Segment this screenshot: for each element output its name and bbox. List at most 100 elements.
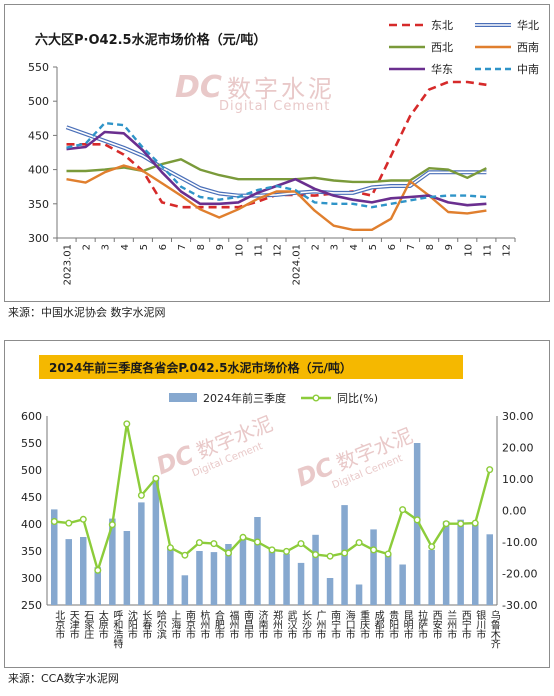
bar-26	[428, 549, 435, 605]
left-tick-label: 600	[21, 410, 42, 423]
x-category-label: 郑州市	[271, 609, 283, 640]
yoy-point-11	[210, 540, 218, 548]
x-category-label: 西宁市	[459, 610, 471, 640]
x-tick-label: 3	[330, 244, 341, 250]
yoy-point-4	[108, 521, 116, 529]
yoy-point-29	[471, 519, 479, 527]
x-category-label: 福州市	[227, 609, 239, 640]
yoy-point-1	[65, 519, 73, 527]
x-tick-label: 7	[177, 244, 188, 250]
bar-11	[210, 552, 218, 605]
left-tick-label: 500	[21, 464, 42, 477]
bar-12	[225, 544, 232, 605]
x-category-label: 长沙市	[300, 610, 312, 640]
x-category-label: 济南市	[256, 609, 268, 640]
x-tick-label: 6	[158, 244, 169, 250]
y-tick-label: 300	[28, 232, 49, 245]
x-tick-label: 7	[406, 244, 417, 250]
x-tick-label: 2	[311, 244, 322, 250]
x-tick-label: 4	[120, 244, 131, 250]
bar-23	[384, 554, 392, 605]
y-tick-label: 400	[28, 164, 49, 177]
yoy-point-24	[399, 506, 407, 514]
yoy-point-2	[79, 515, 87, 523]
chart1-plot: 300 350 400 450 500 550 2023.01 2 3 4 5 6 7 8 9 10 11 12 2…	[28, 18, 539, 285]
yoy-point-17	[297, 540, 305, 548]
bar-15	[268, 551, 276, 605]
x-tick-label: 2	[82, 244, 93, 250]
x-tick-label: 2024.01	[292, 244, 303, 285]
x-tick-label: 12	[501, 244, 512, 257]
bar-19	[326, 578, 334, 605]
legend-label: 中南	[517, 63, 539, 76]
legend-label: 华北	[517, 18, 539, 32]
yoy-point-26	[428, 543, 436, 551]
bar-18	[312, 534, 319, 605]
x-category-label: 兰州市	[445, 609, 457, 640]
legend-label: 西北	[431, 41, 453, 54]
yoy-point-13	[239, 533, 247, 541]
bar-28	[457, 519, 464, 605]
right-tick-label: -10.00	[502, 536, 537, 549]
yoy-point-0	[50, 517, 58, 525]
x-category-label: 拉萨市	[416, 609, 428, 640]
yoy-point-8	[166, 544, 174, 552]
x-category-label: 南昌市	[241, 609, 253, 640]
series-line-3	[66, 164, 487, 231]
x-category-label: 广州市	[314, 610, 326, 640]
right-tick-label: -20.00	[502, 568, 537, 581]
y-tick-label: 350	[28, 198, 49, 211]
yoy-point-23	[384, 550, 392, 558]
watermark-logo: DC	[175, 70, 222, 105]
bar-21	[355, 584, 363, 605]
legend-label: 东北	[431, 19, 453, 32]
legend-label: 华东	[431, 62, 453, 76]
chart2-title: 2024年前三季度各省会P.042.5水泥市场价格（元/吨）	[49, 361, 352, 375]
y-tick-label: 450	[28, 129, 49, 142]
x-tick-label: 9	[444, 244, 455, 250]
chart2-plot: 250 300 350 400 450 500 550 600 -30.00 -20.00 -10.…	[21, 391, 537, 650]
x-tick-label: 11	[482, 244, 493, 257]
yoy-point-16	[283, 547, 291, 555]
yoy-point-7	[152, 474, 160, 482]
yoy-point-12	[224, 549, 232, 557]
yoy-point-28	[457, 520, 465, 528]
x-category-label: 南京市	[183, 609, 195, 640]
bar-9	[181, 575, 189, 605]
bar-7	[152, 476, 160, 605]
yoy-point-25	[413, 516, 421, 524]
x-category-label: 上海市	[169, 610, 181, 640]
x-category-label: 呼和浩特	[111, 610, 123, 649]
yoy-point-14	[253, 538, 261, 546]
bar-0	[51, 509, 58, 605]
x-category-label: 哈尔滨	[154, 609, 166, 640]
yoy-point-18	[312, 551, 320, 559]
chart2-source: 来源：CCA数字水泥网	[8, 672, 119, 685]
bar-17	[297, 562, 305, 605]
x-tick-label: 8	[196, 244, 207, 250]
x-tick-label: 2023.01	[63, 244, 74, 285]
yoy-point-10	[195, 539, 203, 547]
watermark-cn: 数字水泥	[227, 75, 336, 103]
chart1-title: 六大区P·O42.5水泥市场价格（元/吨）	[35, 33, 267, 48]
x-category-label: 石家庄	[82, 610, 94, 640]
yoy-point-22	[370, 546, 378, 554]
x-category-label: 重庆市	[358, 609, 370, 640]
left-tick-label: 450	[21, 491, 42, 504]
x-category-label: 杭州市	[198, 609, 210, 640]
series-line-inner-1	[66, 126, 487, 197]
left-tick-label: 350	[21, 545, 42, 558]
left-tick-label: 250	[21, 599, 42, 612]
bar-25	[413, 443, 421, 605]
bar-4	[109, 518, 116, 605]
x-category-label: 长春市	[140, 610, 152, 640]
x-tick-label: 8	[425, 244, 436, 250]
x-category-label: 昆明市	[401, 610, 413, 640]
yoy-point-5	[123, 420, 131, 428]
x-category-label: 银川市	[474, 609, 486, 640]
x-tick-label: 12	[272, 244, 283, 257]
x-tick-label: 11	[253, 244, 264, 257]
x-category-label: 乌鲁木齐	[488, 609, 500, 650]
x-category-label: 西安市	[430, 610, 442, 640]
yoy-point-3	[94, 566, 102, 574]
